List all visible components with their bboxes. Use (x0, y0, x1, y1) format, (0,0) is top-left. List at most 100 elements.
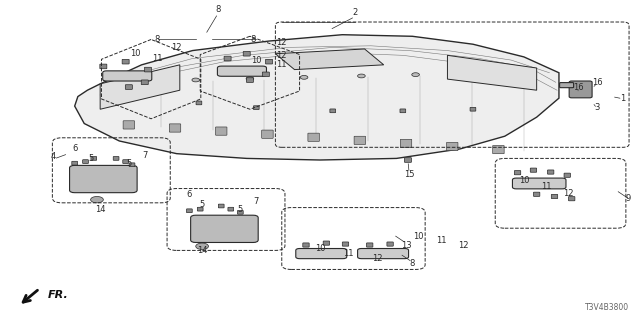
Text: 14: 14 (95, 205, 106, 214)
FancyBboxPatch shape (303, 243, 309, 247)
Polygon shape (275, 49, 384, 69)
Text: 6: 6 (72, 144, 77, 153)
Text: 12: 12 (276, 51, 287, 60)
Text: 10: 10 (518, 176, 529, 185)
Text: 5: 5 (88, 154, 93, 163)
FancyBboxPatch shape (224, 56, 231, 61)
Text: 10: 10 (130, 49, 140, 58)
Polygon shape (75, 35, 559, 160)
Text: 6: 6 (187, 190, 192, 199)
Text: 8: 8 (410, 259, 415, 268)
Text: 4: 4 (51, 152, 56, 161)
FancyBboxPatch shape (218, 204, 224, 208)
FancyBboxPatch shape (400, 109, 406, 113)
FancyBboxPatch shape (218, 66, 266, 76)
FancyBboxPatch shape (559, 83, 573, 88)
FancyBboxPatch shape (100, 64, 107, 69)
Text: 5: 5 (237, 205, 243, 214)
FancyBboxPatch shape (237, 211, 243, 214)
FancyBboxPatch shape (113, 156, 119, 160)
Circle shape (358, 74, 365, 78)
Polygon shape (100, 65, 180, 109)
FancyBboxPatch shape (568, 196, 575, 201)
FancyBboxPatch shape (515, 171, 521, 175)
FancyBboxPatch shape (387, 242, 394, 246)
Circle shape (192, 78, 200, 82)
FancyBboxPatch shape (569, 81, 592, 98)
FancyBboxPatch shape (400, 139, 412, 148)
FancyBboxPatch shape (186, 209, 192, 212)
Text: 12: 12 (458, 241, 468, 250)
Text: 12: 12 (172, 43, 182, 52)
Text: 10: 10 (413, 232, 424, 241)
FancyBboxPatch shape (83, 160, 88, 164)
Text: 8: 8 (155, 35, 160, 44)
FancyBboxPatch shape (228, 207, 234, 211)
FancyBboxPatch shape (564, 173, 570, 177)
FancyBboxPatch shape (196, 101, 202, 105)
Text: 5: 5 (126, 159, 131, 168)
Text: 13: 13 (401, 241, 412, 250)
Circle shape (141, 79, 148, 83)
Text: 10: 10 (315, 244, 325, 253)
FancyBboxPatch shape (125, 85, 132, 89)
FancyBboxPatch shape (323, 241, 330, 245)
FancyBboxPatch shape (534, 192, 540, 196)
Text: 12: 12 (372, 254, 383, 263)
Text: 12: 12 (276, 38, 287, 47)
Text: 3: 3 (595, 103, 600, 112)
Text: 11: 11 (344, 249, 354, 258)
Text: 7: 7 (142, 151, 147, 160)
FancyBboxPatch shape (191, 215, 258, 243)
FancyBboxPatch shape (354, 136, 365, 144)
Circle shape (246, 77, 253, 81)
FancyBboxPatch shape (493, 146, 504, 154)
Text: 8: 8 (215, 5, 221, 14)
Text: 12: 12 (563, 189, 574, 198)
FancyBboxPatch shape (123, 121, 134, 129)
Text: 1: 1 (620, 94, 625, 103)
Polygon shape (447, 55, 537, 90)
Text: 11: 11 (152, 54, 163, 63)
Text: 14: 14 (197, 246, 207, 255)
FancyBboxPatch shape (296, 249, 347, 259)
Text: 8: 8 (250, 35, 256, 44)
Text: 7: 7 (253, 197, 259, 206)
Text: 11: 11 (541, 182, 552, 191)
Circle shape (517, 70, 525, 74)
Text: 15: 15 (404, 170, 415, 179)
Text: 16: 16 (592, 78, 602, 87)
Text: 11: 11 (436, 236, 446, 245)
FancyBboxPatch shape (551, 194, 557, 199)
Text: 9: 9 (625, 194, 630, 203)
FancyBboxPatch shape (216, 127, 227, 135)
FancyBboxPatch shape (262, 72, 269, 77)
FancyBboxPatch shape (197, 207, 203, 211)
FancyBboxPatch shape (145, 67, 152, 72)
FancyBboxPatch shape (404, 158, 412, 162)
FancyBboxPatch shape (246, 78, 253, 82)
FancyBboxPatch shape (470, 108, 476, 111)
FancyBboxPatch shape (308, 133, 319, 141)
FancyBboxPatch shape (262, 130, 273, 138)
FancyBboxPatch shape (447, 142, 458, 151)
FancyBboxPatch shape (342, 242, 349, 246)
Text: 5: 5 (200, 200, 205, 209)
Text: 11: 11 (276, 60, 287, 69)
Text: 16: 16 (573, 83, 584, 92)
Text: 10: 10 (251, 56, 262, 65)
FancyBboxPatch shape (367, 243, 373, 247)
FancyBboxPatch shape (170, 124, 180, 132)
FancyBboxPatch shape (253, 106, 259, 109)
FancyBboxPatch shape (330, 109, 335, 113)
Text: T3V4B3800: T3V4B3800 (585, 303, 629, 312)
FancyBboxPatch shape (123, 160, 129, 164)
FancyBboxPatch shape (513, 178, 566, 189)
Circle shape (412, 73, 419, 76)
FancyBboxPatch shape (243, 52, 250, 56)
FancyBboxPatch shape (122, 59, 129, 64)
Circle shape (466, 71, 474, 75)
Circle shape (300, 76, 308, 79)
FancyBboxPatch shape (70, 165, 137, 193)
FancyBboxPatch shape (102, 71, 152, 81)
